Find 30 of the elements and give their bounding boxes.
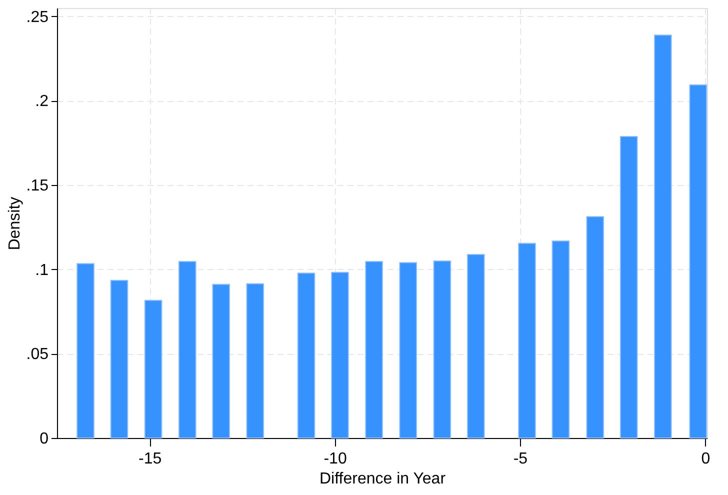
x-tick-label: -10 — [324, 450, 347, 468]
bar — [518, 242, 536, 438]
bar — [654, 34, 672, 438]
y-tick-label: 0 — [40, 430, 49, 448]
bar — [689, 84, 708, 438]
y-tick-label: .05 — [26, 346, 49, 364]
bar — [110, 280, 128, 438]
bar — [399, 262, 418, 438]
bar — [552, 240, 570, 438]
y-tick-label: .1 — [35, 262, 49, 279]
bar — [212, 284, 230, 438]
bar — [331, 272, 349, 438]
bar — [76, 263, 94, 438]
bar — [466, 254, 485, 438]
bar — [297, 272, 316, 438]
y-axis-title: Density — [6, 196, 24, 250]
y-tick-label: .2 — [35, 93, 49, 110]
x-tick-label: -5 — [513, 450, 528, 468]
bar — [586, 216, 604, 438]
bar — [144, 300, 162, 438]
bar — [433, 260, 452, 438]
y-tick-label: .25 — [26, 8, 49, 26]
bar — [178, 260, 196, 438]
x-tick-label: -15 — [138, 450, 162, 468]
bar — [246, 283, 264, 438]
x-tick-label: 0 — [701, 450, 710, 468]
y-tick-label: .15 — [26, 178, 49, 195]
bar — [620, 136, 638, 438]
x-axis-title: Difference in Year — [319, 470, 446, 488]
bar — [365, 260, 383, 438]
